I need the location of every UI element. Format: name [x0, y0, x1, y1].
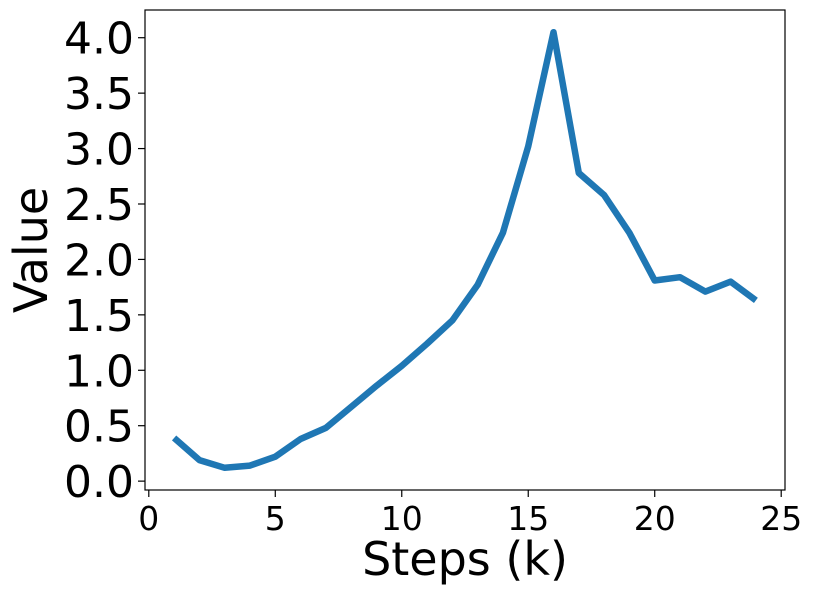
- y-tick-label: 3.5: [64, 69, 134, 120]
- y-tick-label: 3.0: [64, 125, 134, 176]
- x-tick-label: 25: [760, 499, 802, 538]
- y-tick-label: 1.0: [64, 346, 134, 397]
- series-line-0: [171, 28, 758, 472]
- y-tick-label: 0.5: [64, 402, 134, 453]
- x-axis-title: Steps (k): [362, 532, 568, 586]
- y-tick-label: 4.0: [64, 14, 134, 65]
- x-tick-label: 10: [381, 499, 423, 538]
- y-tick-label: 2.0: [64, 235, 134, 286]
- x-tick-label: 5: [265, 499, 286, 538]
- x-tick-label: 20: [634, 499, 676, 538]
- plot-area: [145, 10, 785, 490]
- y-tick-label: 2.5: [64, 180, 134, 231]
- y-tick-label: 0.0: [64, 457, 134, 508]
- y-tick-label: 1.5: [64, 291, 134, 342]
- x-axis-ticks: 0 5 10 15 20 25: [138, 490, 802, 538]
- x-tick-label: 15: [507, 499, 549, 538]
- plot-frame: [144, 9, 786, 491]
- x-tick-label: 0: [138, 499, 159, 538]
- series-layer: [171, 28, 758, 472]
- y-axis-ticks: 0.00.51.01.52.02.53.03.54.0: [64, 14, 145, 508]
- y-axis-title: Value: [4, 187, 58, 313]
